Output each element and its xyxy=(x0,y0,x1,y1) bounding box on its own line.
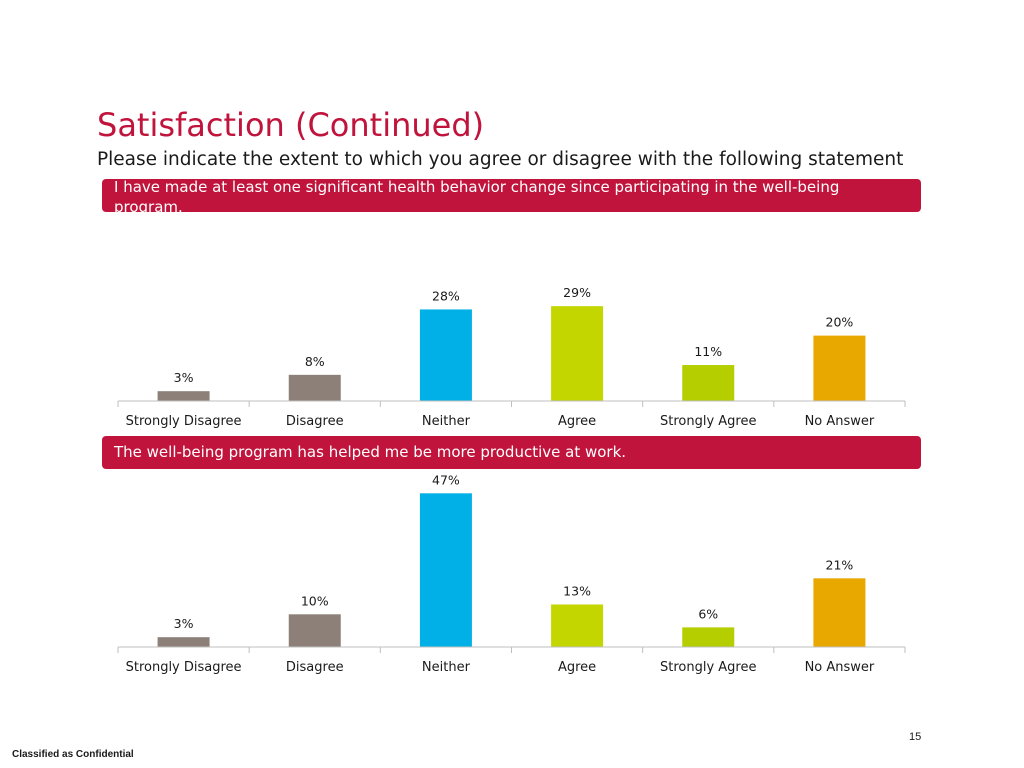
category-label-no-answer: No Answer xyxy=(805,414,875,429)
bar-agree xyxy=(551,306,604,401)
bar-chart-productivity: 3% Strongly Disagree 10% Disagree 47% Neither… xyxy=(117,472,906,675)
category-label-strongly-agree: Strongly Agree xyxy=(660,414,757,429)
category-label-agree: Agree xyxy=(558,660,596,675)
data-label-strongly-agree: 6% xyxy=(698,606,718,621)
page-subtitle: Please indicate the extent to which you … xyxy=(97,149,904,170)
data-label-disagree: 10% xyxy=(301,593,329,608)
category-label-disagree: Disagree xyxy=(286,660,344,675)
confidentiality-footer: Classified as Confidential xyxy=(12,749,134,760)
data-label-agree: 13% xyxy=(563,583,591,598)
bar-strongly-disagree xyxy=(157,637,210,647)
bar-agree xyxy=(551,604,604,647)
data-label-disagree: 8% xyxy=(305,354,325,369)
page-number: 15 xyxy=(909,731,922,743)
page-title: Satisfaction (Continued) xyxy=(97,106,485,144)
statement-banner-1: I have made at least one significant hea… xyxy=(102,179,921,212)
statement-text-2: The well-being program has helped me be … xyxy=(114,443,627,461)
bar-neither xyxy=(419,309,472,401)
category-label-strongly-disagree: Strongly Disagree xyxy=(126,660,242,675)
bar-strongly-agree xyxy=(682,627,735,647)
statement-text-1: I have made at least one significant hea… xyxy=(114,179,840,212)
bar-disagree xyxy=(288,614,341,647)
category-label-neither: Neither xyxy=(422,660,471,675)
data-label-neither: 47% xyxy=(432,472,460,487)
bar-no-answer xyxy=(813,335,866,401)
category-label-disagree: Disagree xyxy=(286,414,344,429)
bar-chart-behavior-change: 3% Strongly Disagree 8% Disagree 28% Neither 2… xyxy=(117,285,906,429)
bar-neither xyxy=(419,493,472,647)
data-label-neither: 28% xyxy=(432,288,460,303)
data-label-strongly-disagree: 3% xyxy=(174,616,194,631)
data-label-strongly-agree: 11% xyxy=(694,344,722,359)
bar-strongly-disagree xyxy=(157,391,210,401)
category-label-no-answer: No Answer xyxy=(805,660,875,675)
data-label-no-answer: 21% xyxy=(826,557,854,572)
bar-disagree xyxy=(288,374,341,401)
category-label-strongly-disagree: Strongly Disagree xyxy=(126,414,242,429)
category-label-agree: Agree xyxy=(558,414,596,429)
category-label-strongly-agree: Strongly Agree xyxy=(660,660,757,675)
category-label-neither: Neither xyxy=(422,414,471,429)
statement-banner-2: The well-being program has helped me be … xyxy=(102,436,921,469)
bar-strongly-agree xyxy=(682,365,735,401)
bar-no-answer xyxy=(813,578,866,647)
data-label-no-answer: 20% xyxy=(826,315,854,330)
data-label-agree: 29% xyxy=(563,285,591,300)
data-label-strongly-disagree: 3% xyxy=(174,370,194,385)
